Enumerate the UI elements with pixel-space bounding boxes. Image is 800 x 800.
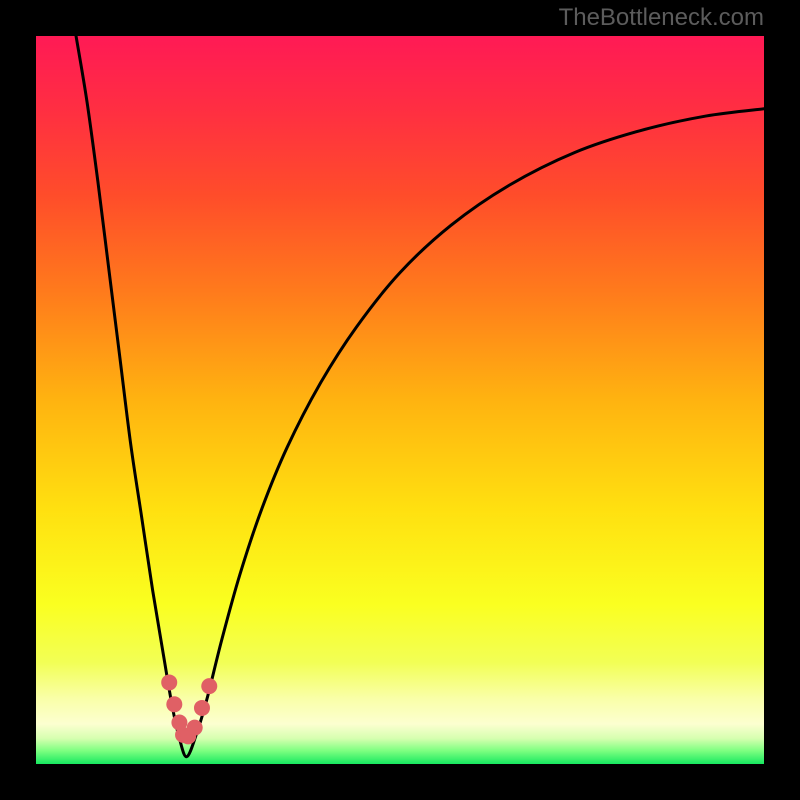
marker-group (161, 674, 217, 744)
data-marker (166, 696, 182, 712)
plot-area (36, 36, 764, 764)
data-marker (161, 674, 177, 690)
watermark-text: TheBottleneck.com (559, 4, 764, 32)
data-marker (187, 720, 203, 736)
bottleneck-curve (76, 36, 764, 757)
data-marker (194, 700, 210, 716)
curve-layer (36, 36, 764, 764)
data-marker (201, 678, 217, 694)
chart-frame: TheBottleneck.com (0, 0, 800, 800)
